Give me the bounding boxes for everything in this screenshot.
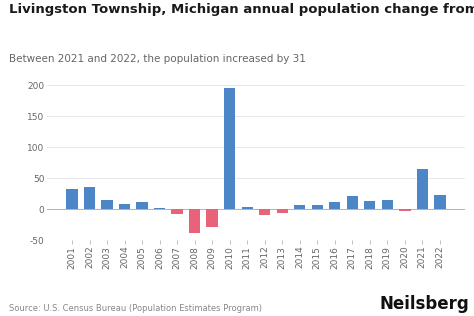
Bar	[137, 202, 148, 209]
Text: Livingston Township, Michigan annual population change from 2000 to 202: Livingston Township, Michigan annual pop…	[9, 3, 474, 16]
Bar	[101, 200, 113, 209]
Bar	[189, 209, 201, 233]
Text: Source: U.S. Census Bureau (Population Estimates Program): Source: U.S. Census Bureau (Population E…	[9, 304, 263, 313]
Bar	[399, 209, 410, 211]
Bar	[259, 209, 270, 216]
Bar	[207, 209, 218, 227]
Bar	[119, 204, 130, 209]
Bar	[294, 205, 305, 209]
Bar	[242, 207, 253, 209]
Text: Neilsberg: Neilsberg	[380, 295, 469, 313]
Bar	[154, 208, 165, 209]
Bar	[329, 202, 340, 209]
Bar	[84, 187, 95, 209]
Bar	[346, 196, 358, 209]
Bar	[364, 201, 375, 209]
Bar	[224, 88, 236, 209]
Bar	[382, 200, 393, 209]
Bar	[434, 195, 446, 209]
Bar	[276, 209, 288, 214]
Text: Between 2021 and 2022, the population increased by 31: Between 2021 and 2022, the population in…	[9, 54, 306, 64]
Bar	[172, 209, 183, 214]
Bar	[417, 169, 428, 209]
Bar	[311, 205, 323, 209]
Bar	[66, 189, 78, 209]
